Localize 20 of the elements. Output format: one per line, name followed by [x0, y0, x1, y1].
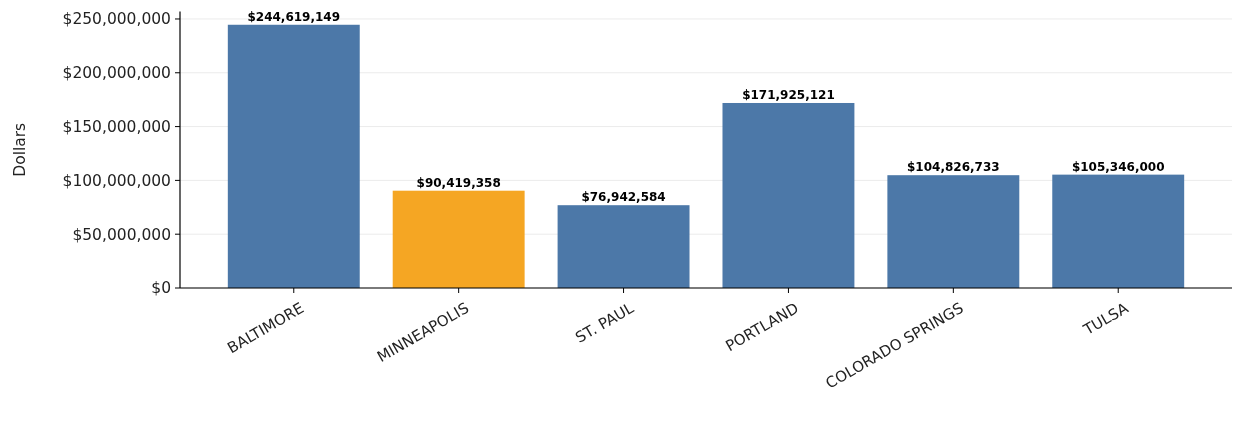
- bar: [392, 190, 525, 288]
- y-axis-title: Dollars: [11, 122, 29, 177]
- y-tick-label: $250,000,000: [62, 10, 171, 29]
- bar: [722, 102, 855, 288]
- y-tick-label: $200,000,000: [62, 64, 171, 83]
- data-label: $171,925,121: [742, 87, 835, 102]
- bar: [1052, 174, 1185, 288]
- bar: [887, 175, 1020, 288]
- x-tick-label: ST. PAUL: [572, 298, 638, 347]
- data-label: $76,942,584: [581, 190, 666, 205]
- data-label: $105,346,000: [1071, 159, 1165, 174]
- y-tick-label: $0: [151, 279, 171, 298]
- y-tick-label: $100,000,000: [62, 171, 171, 190]
- y-tick-label: $50,000,000: [72, 225, 171, 244]
- bar: [227, 24, 360, 288]
- data-label: $244,619,149: [247, 9, 341, 24]
- data-label: $90,419,358: [416, 175, 501, 190]
- bar: [557, 205, 690, 288]
- data-label: $104,826,733: [907, 160, 1000, 175]
- y-tick-label: $150,000,000: [62, 118, 171, 137]
